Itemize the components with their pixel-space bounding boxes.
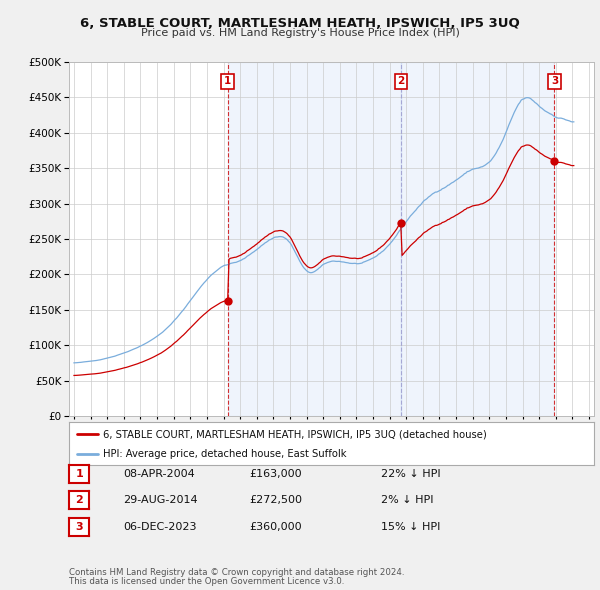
Text: 2: 2 [397,76,404,86]
Text: 08-APR-2004: 08-APR-2004 [123,469,195,478]
Text: £360,000: £360,000 [249,522,302,532]
Text: 1: 1 [76,469,83,478]
Text: 3: 3 [551,76,558,86]
Text: 6, STABLE COURT, MARTLESHAM HEATH, IPSWICH, IP5 3UQ: 6, STABLE COURT, MARTLESHAM HEATH, IPSWI… [80,17,520,30]
Text: Price paid vs. HM Land Registry's House Price Index (HPI): Price paid vs. HM Land Registry's House … [140,28,460,38]
Text: HPI: Average price, detached house, East Suffolk: HPI: Average price, detached house, East… [103,450,347,459]
Text: 15% ↓ HPI: 15% ↓ HPI [381,522,440,532]
Text: Contains HM Land Registry data © Crown copyright and database right 2024.: Contains HM Land Registry data © Crown c… [69,568,404,577]
Text: This data is licensed under the Open Government Licence v3.0.: This data is licensed under the Open Gov… [69,577,344,586]
Text: £272,500: £272,500 [249,496,302,505]
Text: £163,000: £163,000 [249,469,302,478]
Text: 22% ↓ HPI: 22% ↓ HPI [381,469,440,478]
Text: 1: 1 [224,76,231,86]
Text: 06-DEC-2023: 06-DEC-2023 [123,522,197,532]
Text: 2% ↓ HPI: 2% ↓ HPI [381,496,433,505]
Bar [227,62,401,416]
Text: 6, STABLE COURT, MARTLESHAM HEATH, IPSWICH, IP5 3UQ (detached house): 6, STABLE COURT, MARTLESHAM HEATH, IPSWI… [103,430,487,440]
Bar [401,62,554,416]
Text: 2: 2 [76,496,83,505]
Text: 3: 3 [76,522,83,532]
Text: 29-AUG-2014: 29-AUG-2014 [123,496,197,505]
